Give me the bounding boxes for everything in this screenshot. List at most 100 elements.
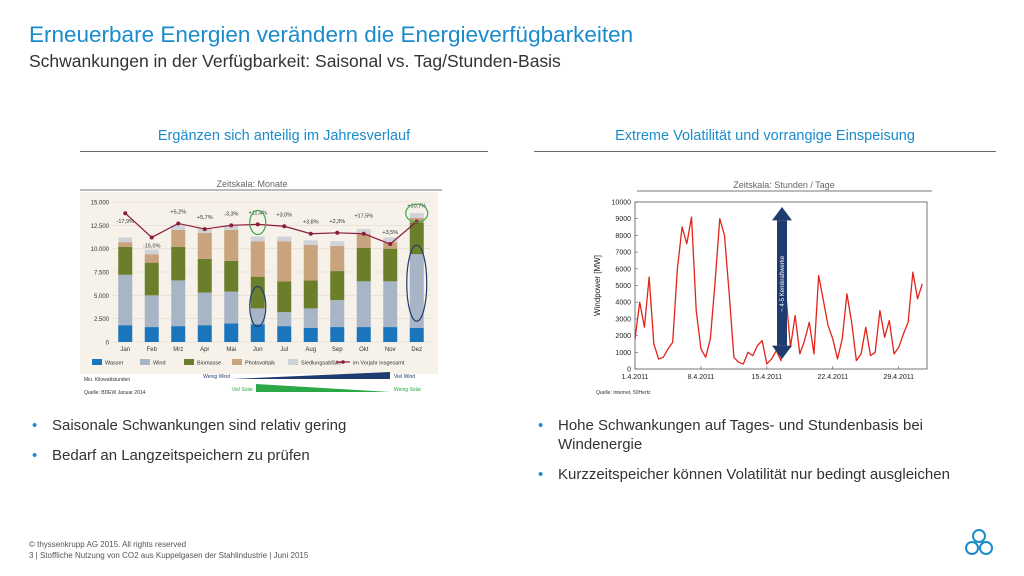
chart1-legend-swatch xyxy=(288,359,298,365)
monthly-energy-chart: Zeitskala: Monate 0 2.500 5.000 7.500 10.000 1… xyxy=(80,176,442,398)
chart1-prior-year-point xyxy=(388,242,393,246)
chart1-x-tick-label: Apr xyxy=(200,347,209,353)
chart1-solar-high-label: Viel Solar xyxy=(232,387,254,393)
chart1-title: Zeitskala: Monate xyxy=(216,179,287,189)
chart2-arrow-label: ~ 4-5 Kernkraftwerke xyxy=(780,255,786,312)
chart1-unit-note: Mio. Kilowattstunden xyxy=(84,377,130,383)
chart1-bar-segment xyxy=(277,281,292,313)
chart2-y-tick-label: 1000 xyxy=(615,350,631,357)
chart1-prior-year-point xyxy=(176,221,181,226)
chart1-bar-segment xyxy=(250,276,265,309)
chart1-legend-label: Photovoltaik xyxy=(245,361,275,367)
chart1-bar-segment xyxy=(171,230,186,247)
chart1-solar-low-label: Wenig Solar xyxy=(394,387,421,393)
chart1-y-tick-label: 7.500 xyxy=(94,271,110,277)
chart1-bar-segment xyxy=(383,327,398,342)
chart1-bar-segment xyxy=(171,246,186,281)
chart1-bar-segment xyxy=(409,213,424,218)
chart2-y-tick-label: 10000 xyxy=(612,200,632,207)
chart1-change-annotation: +2,3% xyxy=(329,219,345,225)
chart1-bar-segment xyxy=(250,241,265,277)
right-bullet-item: Hohe Schwankungen auf Tages- und Stunden… xyxy=(536,416,986,454)
chart1-bar-segment xyxy=(356,281,371,328)
chart2-y-tick-label: 5000 xyxy=(615,283,631,290)
chart1-bar-segment xyxy=(224,291,239,324)
chart1-bar-segment xyxy=(330,327,345,342)
chart2-x-tick-label: 1.4.2011 xyxy=(622,374,649,381)
chart1-bar-segment xyxy=(171,225,186,230)
chart1-source: Quelle: BDEW Januar 2014 xyxy=(84,390,146,396)
chart1-bar-segment xyxy=(303,328,318,342)
right-section-divider xyxy=(534,151,996,152)
chart1-change-annotation: +5,7% xyxy=(197,215,213,221)
chart1-legend-label: Siedlungsabfälle xyxy=(301,361,341,367)
chart2-x-tick-label: 15.4.2011 xyxy=(752,374,783,381)
chart2-y-axis-label: Windpower [MW] xyxy=(593,255,602,316)
chart1-bar-segment xyxy=(250,324,265,342)
chart1-bar-segment xyxy=(144,249,159,255)
chart1-bar-segment xyxy=(250,308,265,325)
chart1-bar-segment xyxy=(303,308,318,328)
chart1-legend-label: Biomasse xyxy=(197,361,221,367)
chart1-bar-segment xyxy=(144,295,159,328)
chart1-bar-segment xyxy=(118,325,133,342)
chart1-bar-segment xyxy=(383,248,398,282)
chart1-prior-year-point xyxy=(149,235,154,240)
chart1-wind-high-label: Viel Wind xyxy=(394,374,415,380)
chart1-bar-segment xyxy=(383,281,398,328)
chart1-change-annotation: +10,7% xyxy=(407,204,426,210)
chart2-x-tick-label: 22.4.2011 xyxy=(817,374,848,381)
chart1-prior-year-point xyxy=(229,223,234,228)
chart1-legend-swatch xyxy=(232,359,242,365)
page-subtitle: Schwankungen in der Verfügbarkeit: Saiso… xyxy=(29,51,561,71)
right-bullet-list: Hohe Schwankungen auf Tages- und Stunden… xyxy=(536,416,986,495)
right-bullet-item: Kurzzeitspeicher können Volatilität nur … xyxy=(536,465,986,484)
chart1-prior-year-point xyxy=(202,227,207,232)
chart2-y-tick-label: 2000 xyxy=(615,333,631,340)
chart1-x-tick-label: Mai xyxy=(226,347,236,353)
chart1-change-annotation: +5,2% xyxy=(170,209,186,215)
chart1-x-tick-label: Feb xyxy=(147,347,158,353)
chart2-arrow-shaft xyxy=(777,220,787,346)
chart1-bar-segment xyxy=(144,262,159,296)
chart1-bar-segment xyxy=(197,258,212,293)
chart1-x-tick-label: Sep xyxy=(332,347,343,353)
chart1-y-tick-label: 12.500 xyxy=(91,224,110,230)
chart2-windpower-line xyxy=(634,216,923,365)
chart1-x-tick-label: Jan xyxy=(120,347,130,353)
chart2-y-tick-label: 8000 xyxy=(615,233,631,240)
chart1-change-annotation: +17,5% xyxy=(354,214,373,220)
chart1-highlight-solar-low xyxy=(405,203,429,223)
chart1-prior-year-line xyxy=(124,212,418,245)
chart1-bar-segment xyxy=(118,237,133,243)
chart1-bar-segment xyxy=(356,327,371,342)
chart2-arrow-head-down xyxy=(772,345,792,359)
chart1-bar-segment xyxy=(277,326,292,342)
chart1-change-annotation: -17,9% xyxy=(117,219,135,225)
chart2-y-tick-label: 6000 xyxy=(615,266,631,273)
chart1-bar-segment xyxy=(197,232,212,259)
chart1-prior-year-point xyxy=(308,231,313,236)
windpower-chart-svg: Zeitskala: Stunden / Tage 0 1000 2000 3000 40… xyxy=(593,180,932,396)
chart1-y-tick-label: 5.000 xyxy=(94,294,110,300)
chart1-bar-segment xyxy=(118,242,133,247)
chart1-bar-segment xyxy=(409,328,424,342)
chart1-change-annotation: +3,5% xyxy=(382,230,398,236)
left-bullet-list: Saisonale Schwankungen sind relativ geri… xyxy=(30,416,480,476)
chart2-y-tick-label: 0 xyxy=(627,367,631,374)
chart1-x-tick-label: Dez xyxy=(411,347,422,353)
chart1-change-annotation: +3,8% xyxy=(303,220,319,226)
chart1-title-band xyxy=(80,176,442,191)
chart1-bar-segment xyxy=(356,247,371,282)
chart1-legend-swatch xyxy=(92,359,102,365)
chart1-x-tick-label: Jun xyxy=(253,347,263,353)
chart1-bar-segment xyxy=(330,300,345,328)
chart2-source: Quelle: Internet, 50Hertz xyxy=(596,390,651,396)
footer-info: 3 | Stoffliche Nutzung von CO2 aus Kuppe… xyxy=(29,551,309,560)
chart1-bar-segment xyxy=(224,323,239,342)
chart1-x-tick-label: Jul xyxy=(280,347,288,353)
chart1-legend-label: Wasser xyxy=(105,361,124,367)
chart1-bar-segment xyxy=(250,236,265,242)
chart1-bar-segment xyxy=(277,236,292,242)
chart1-highlight-wind-high xyxy=(406,244,428,322)
